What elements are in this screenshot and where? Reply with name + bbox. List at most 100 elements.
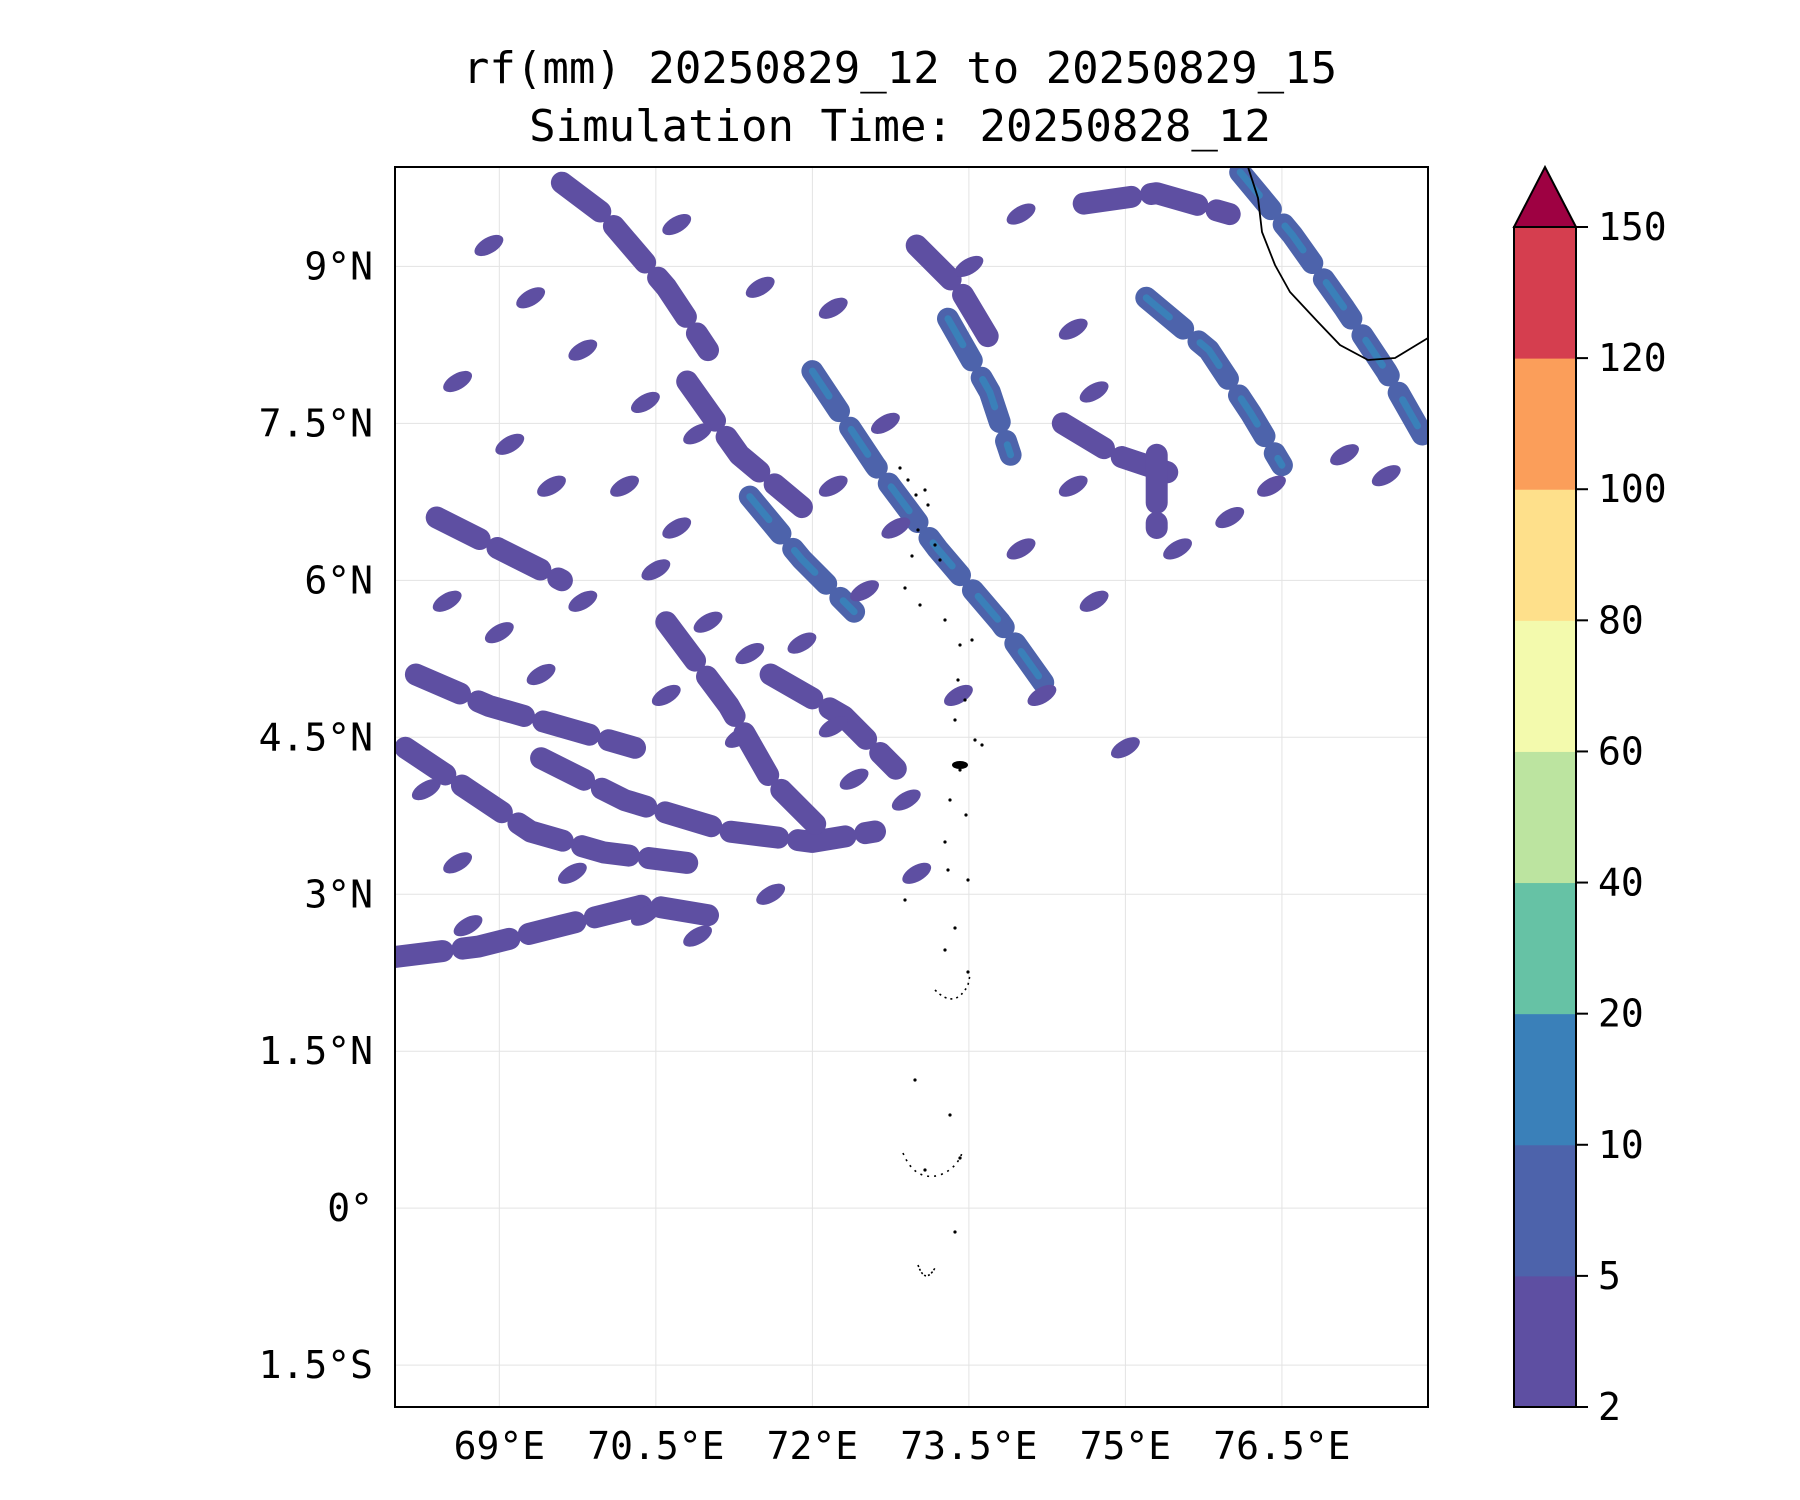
colorbar-segment-1: [1514, 1144, 1576, 1277]
lon-tick-label-5: 76.5°E: [1213, 1424, 1350, 1468]
atoll-outline-2: [902, 1149, 964, 1178]
colorbar-segment-4: [1514, 751, 1576, 884]
lat-tick-label-0: 9°N: [304, 244, 373, 288]
rain-band-0: [395, 893, 719, 968]
rain-cell-5: [443, 370, 473, 393]
colorbar-segment-7: [1514, 358, 1576, 490]
rain-cell-41: [443, 852, 473, 874]
rain-band-core-6: [808, 367, 1056, 699]
rain-cell-23: [662, 213, 692, 236]
colorbar-segment-6: [1514, 489, 1576, 621]
rain-cell-45: [818, 716, 848, 738]
colorbar-label-4: 40: [1598, 861, 1644, 905]
lat-tick-label-1: 7.5°N: [259, 401, 373, 445]
rain-cell-37: [756, 883, 786, 905]
colorbar-segment-5: [1514, 620, 1576, 752]
rain-cell-12: [568, 590, 598, 612]
map-frame: [394, 166, 1429, 1408]
colorbar-segment-8: [1514, 227, 1576, 359]
rain-cell-28: [1006, 538, 1036, 560]
colorbar-label-6: 80: [1598, 598, 1644, 642]
rain-cell-40: [557, 862, 587, 884]
colorbar-label-7: 100: [1598, 467, 1667, 511]
rain-band-10: [1135, 286, 1293, 477]
rain-cell-9: [662, 517, 692, 539]
lon-tick-label-1: 70.5°E: [587, 1424, 724, 1468]
rain-cell-27: [1079, 381, 1109, 403]
coastline: [898, 167, 1428, 1277]
rain-cell-6: [495, 433, 525, 455]
island-blob: [952, 761, 968, 769]
rain-cell-36: [902, 862, 932, 884]
rain-band-core-11: [1236, 168, 1428, 448]
rain-band-15: [676, 370, 813, 519]
lat-tick-label-4: 3°N: [304, 872, 373, 916]
rain-band-14: [550, 171, 719, 362]
rain-band-1: [395, 736, 699, 874]
rain-cell-31: [1257, 475, 1286, 497]
rain-cell-13: [641, 559, 671, 581]
rain-cell-17: [850, 580, 879, 602]
rain-cell-18: [881, 517, 911, 539]
colorbar: 2 5 10 20 40 60 80 100 120 150: [1512, 164, 1667, 1429]
rain-cell-25: [1006, 203, 1036, 225]
lon-tick-label-3: 73.5°E: [900, 1424, 1037, 1468]
rain-cell-1: [516, 287, 546, 309]
lon-tick-label-4: 75°E: [1080, 1424, 1172, 1468]
colorbar-label-2: 10: [1598, 1123, 1644, 1167]
rain-cell-51: [1330, 444, 1359, 466]
rainfall-field: [395, 167, 1428, 968]
rain-cell-48: [526, 663, 556, 686]
rain-cell-35: [891, 789, 921, 811]
colorbar-label-9: 150: [1598, 205, 1667, 249]
colorbar-segment-2: [1514, 1013, 1576, 1146]
lat-tick-label-6: 0°: [327, 1186, 373, 1230]
colorbar-label-5: 60: [1598, 729, 1644, 773]
rain-cell-46: [724, 726, 754, 748]
rain-cell-47: [651, 684, 681, 707]
colorbar-label-8: 120: [1598, 336, 1667, 380]
longitude-tick-labels: 69°E 70.5°E 72°E 73.5°E 75°E 76.5°E: [454, 1424, 1351, 1468]
rain-cell-26: [1058, 318, 1088, 340]
rain-cell-8: [610, 475, 639, 497]
rain-cell-14: [693, 611, 723, 633]
rain-band-5: [759, 663, 907, 780]
colorbar-segments: [1514, 227, 1576, 1408]
rain-band-2: [404, 663, 646, 759]
colorbar-labels: 2 5 10 20 40 60 80 100 120 150: [1576, 205, 1667, 1429]
rain-cell-22: [745, 276, 775, 298]
rain-band-16: [425, 506, 573, 592]
colorbar-label-3: 20: [1598, 992, 1644, 1036]
rain-cell-16: [787, 632, 817, 654]
rain-cell-24: [954, 255, 984, 277]
rain-cell-33: [1079, 590, 1109, 612]
rain-cell-32: [1163, 538, 1192, 560]
lat-tick-label-3: 4.5°N: [259, 715, 373, 759]
colorbar-segment-3: [1514, 882, 1576, 1015]
rain-cell-0: [474, 234, 504, 257]
india-coastline: [1247, 167, 1428, 361]
rain-cell-15: [735, 642, 765, 665]
lat-tick-label-2: 6°N: [304, 558, 373, 602]
title-line-2: Simulation Time: 20250828_12: [529, 101, 1271, 152]
atoll-outline-3: [917, 1264, 936, 1277]
rain-cell-3: [631, 391, 660, 414]
rain-cell-50: [453, 915, 483, 937]
rain-cell-20: [870, 412, 900, 434]
rain-cell-10: [432, 590, 462, 612]
rain-cell-43: [1027, 684, 1057, 707]
rain-band-core-8: [944, 315, 1015, 459]
rain-cell-30: [1215, 506, 1245, 529]
chart-title: rf(mm) 20250829_12 to 20250829_15 Simula…: [0, 40, 1800, 156]
rain-band-3: [530, 747, 886, 853]
rain-cell-49: [411, 779, 441, 801]
rain-cell-11: [484, 622, 514, 644]
colorbar-label-1: 5: [1598, 1254, 1621, 1298]
rain-band-12: [1072, 182, 1241, 226]
rain-cell-7: [537, 475, 566, 497]
colorbar-extend-arrow: [1512, 164, 1578, 228]
rain-cell-2: [568, 339, 598, 361]
rain-cell-34: [839, 768, 869, 790]
title-line-1: rf(mm) 20250829_12 to 20250829_15: [462, 43, 1338, 94]
rain-band-4: [655, 611, 834, 843]
